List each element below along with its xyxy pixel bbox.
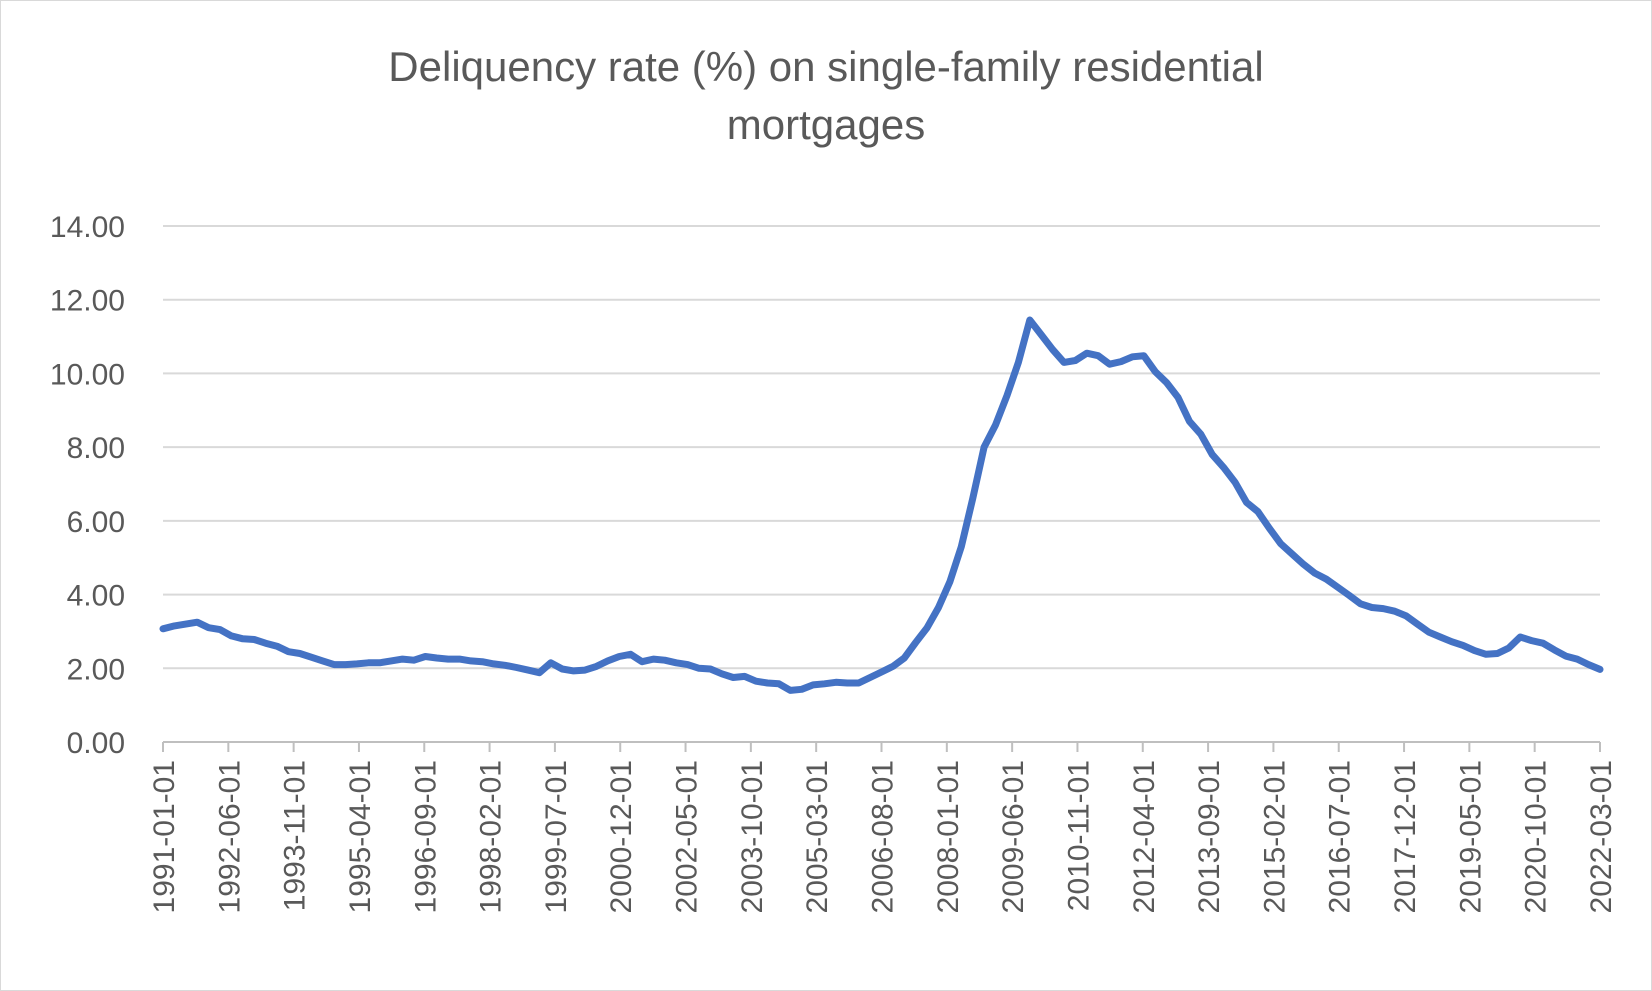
y-tick-label: 8.00 bbox=[67, 432, 125, 465]
x-tick-label: 1998-02-01 bbox=[475, 760, 508, 913]
x-tick-label: 2019-05-01 bbox=[1454, 760, 1487, 913]
x-tick-label: 2008-01-01 bbox=[932, 760, 965, 913]
x-tick-label: 1996-09-01 bbox=[409, 760, 442, 913]
x-axis: 1991-01-01 1992-06-01 1993-11-01 1995-04-01… bbox=[148, 741, 1618, 913]
y-tick-label: 12.00 bbox=[50, 285, 125, 318]
x-tick-label: 2016-07-01 bbox=[1324, 760, 1357, 913]
y-tick-label: 2.00 bbox=[67, 653, 125, 686]
y-tick-label: 0.00 bbox=[67, 727, 125, 760]
chart-title: Deliquency rate (%) on single-family res… bbox=[0, 38, 1652, 154]
x-tick-label: 1999-07-01 bbox=[540, 760, 573, 913]
y-tick-label: 14.00 bbox=[50, 211, 125, 244]
x-tick-label: 2000-12-01 bbox=[605, 760, 638, 913]
y-tick-label: 6.00 bbox=[67, 506, 125, 539]
gridlines bbox=[163, 225, 1600, 670]
x-tick-label: 2009-06-01 bbox=[997, 760, 1030, 913]
x-tick-label: 2002-05-01 bbox=[671, 760, 704, 913]
y-tick-label: 4.00 bbox=[67, 580, 125, 613]
x-tick-label: 2012-04-01 bbox=[1128, 760, 1161, 913]
x-tick-label: 1993-11-01 bbox=[279, 760, 312, 911]
x-tick-label: 1991-01-01 bbox=[148, 760, 181, 913]
y-tick-label: 10.00 bbox=[50, 358, 125, 391]
x-tick-label: 2020-10-01 bbox=[1520, 760, 1553, 913]
y-axis: 0.00 2.00 4.00 6.00 8.00 10.00 12.00 14.00 bbox=[50, 211, 125, 760]
x-tick-label: 2015-02-01 bbox=[1258, 760, 1291, 913]
x-tick-label: 2006-08-01 bbox=[867, 760, 900, 913]
x-tick-label: 1995-04-01 bbox=[344, 760, 377, 913]
x-tick-label: 2022-03-01 bbox=[1585, 760, 1618, 913]
series-group bbox=[159, 316, 1604, 694]
x-tick-label: 2013-09-01 bbox=[1193, 760, 1226, 913]
x-tick-label: 1992-06-01 bbox=[213, 760, 246, 913]
x-tick-label: 2017-12-01 bbox=[1389, 760, 1422, 913]
chart-title-line-2: mortgages bbox=[726, 101, 926, 148]
x-tick-label: 2005-03-01 bbox=[801, 760, 834, 913]
chart-title-line-1: Deliquency rate (%) on single-family res… bbox=[388, 43, 1264, 90]
series-line bbox=[159, 316, 1604, 694]
x-tick-label: 2010-11-01 bbox=[1062, 760, 1095, 911]
x-tick-label: 2003-10-01 bbox=[736, 760, 769, 913]
